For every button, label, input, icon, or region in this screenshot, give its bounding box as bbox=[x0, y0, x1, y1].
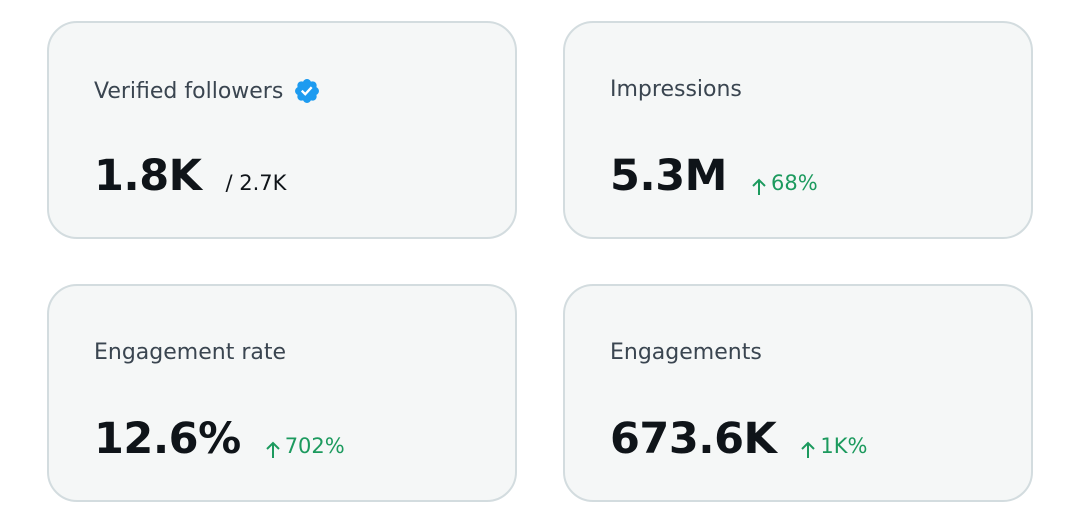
card-label-wrap: Verified followers bbox=[94, 77, 321, 105]
card-change-text: 1K% bbox=[820, 434, 868, 458]
card-label: Engagements bbox=[610, 340, 762, 365]
card-change: 1K% bbox=[800, 434, 867, 458]
card-change: 68% bbox=[751, 171, 818, 195]
card-label-wrap: Engagement rate bbox=[94, 340, 286, 365]
card-change-text: 68% bbox=[770, 171, 818, 195]
card-change-text: 702% bbox=[284, 434, 345, 458]
stat-card[interactable]: Engagements 673.6K 1K% bbox=[563, 284, 1033, 502]
up-arrow bbox=[801, 441, 816, 458]
card-label: Engagement rate bbox=[94, 340, 287, 365]
stat-card[interactable]: Impressions 5.3M 68% bbox=[563, 21, 1033, 239]
card-change: 702% bbox=[265, 434, 345, 458]
card-value: 12.6% bbox=[94, 414, 241, 464]
up-arrow bbox=[752, 178, 766, 195]
card-label-wrap: Engagements bbox=[610, 340, 762, 365]
card-row: 1.8K / 2.7K bbox=[94, 151, 286, 201]
card-label-wrap: Impressions bbox=[610, 77, 742, 102]
card-label: Verified followers bbox=[94, 78, 284, 104]
verified-badge bbox=[295, 79, 320, 103]
up-arrow bbox=[265, 441, 280, 458]
card-row: 673.6K 1K% bbox=[610, 414, 867, 464]
card-row: 5.3M 68% bbox=[610, 151, 818, 201]
card-row: 12.6% 702% bbox=[94, 414, 345, 464]
card-total: / 2.7K bbox=[225, 171, 287, 195]
stat-card[interactable]: Verified followers 1.8K / 2.7K bbox=[47, 21, 517, 239]
card-value: 1.8K bbox=[94, 151, 202, 201]
stat-card[interactable]: Engagement rate 12.6% 702% bbox=[47, 284, 517, 502]
card-label: Impressions bbox=[610, 77, 742, 102]
card-value: 673.6K bbox=[610, 414, 777, 464]
card-value: 5.3M bbox=[610, 151, 727, 201]
